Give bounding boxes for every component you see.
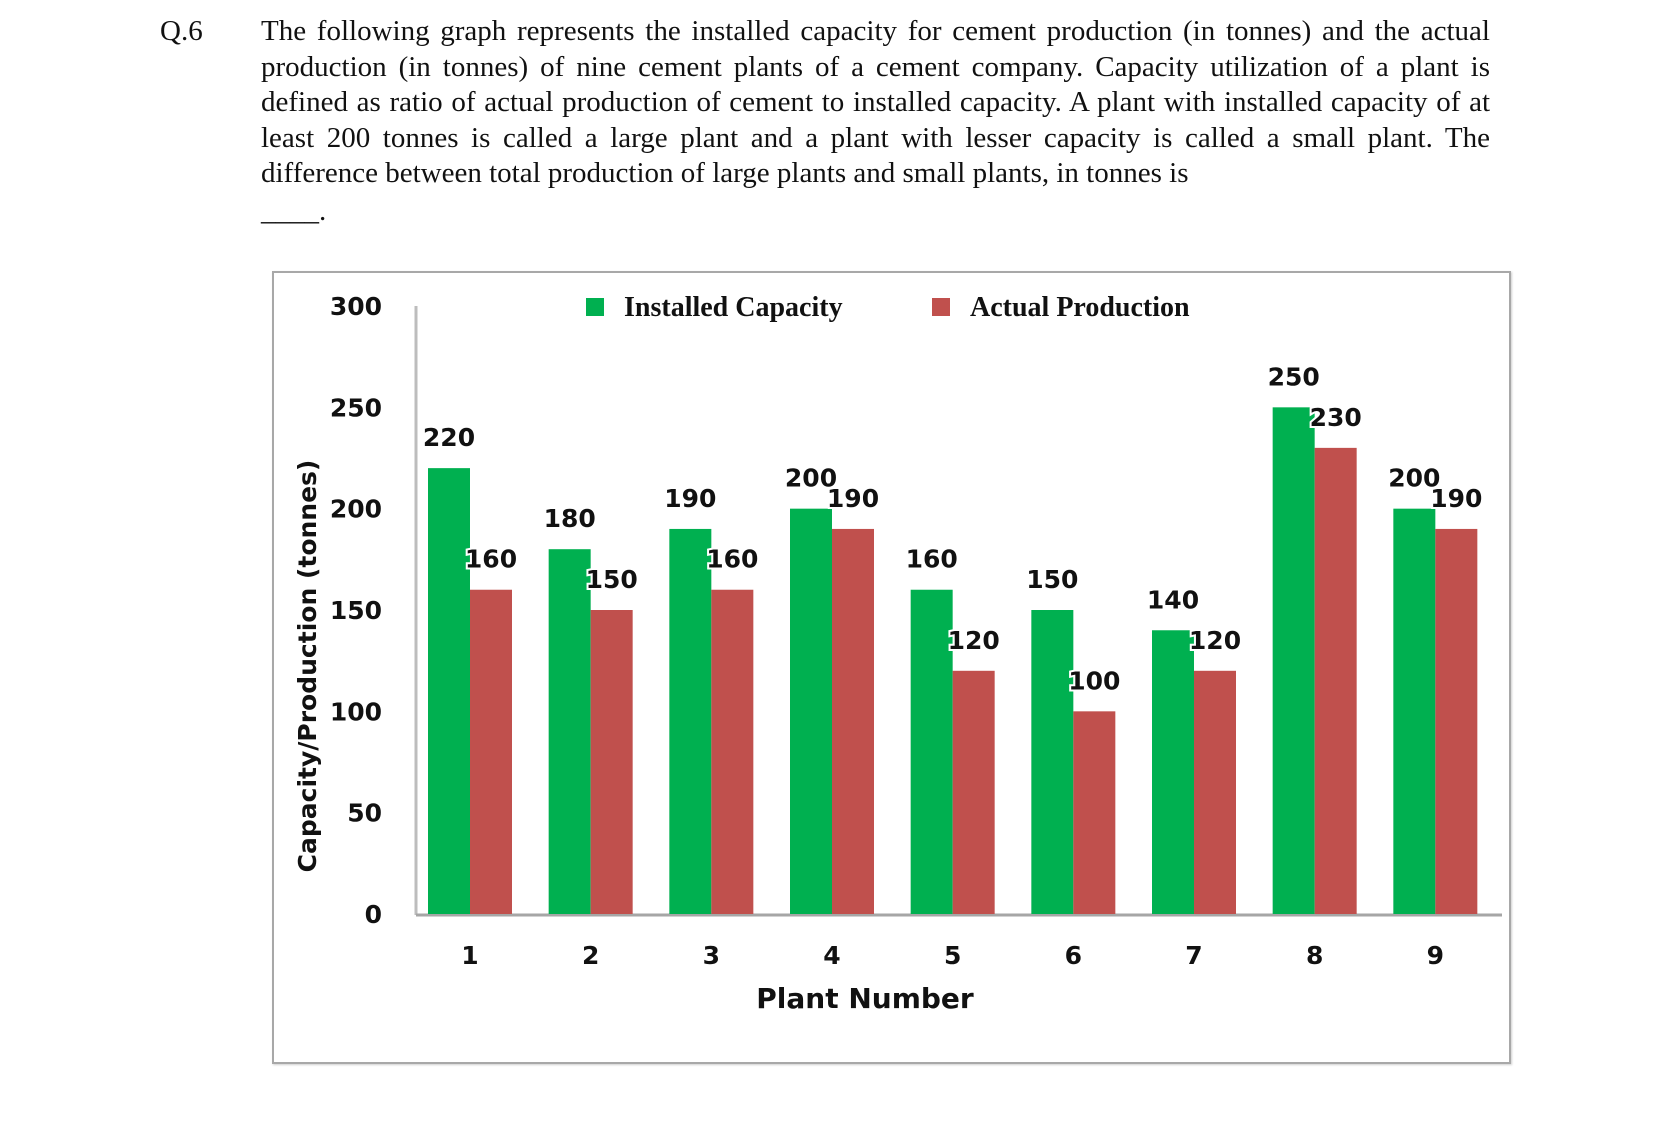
question-text: The following graph represents the insta… [261, 14, 1490, 229]
legend-installed-capacity-label: Installed Capacity [624, 292, 843, 323]
answer-blank: ____. [261, 194, 327, 227]
data-label-installed: 160 [906, 545, 958, 574]
bar-installed-capacity [1152, 630, 1194, 914]
x-tick-label: 9 [1427, 941, 1444, 970]
bar-installed-capacity [910, 589, 953, 914]
data-label-installed: 150 [1026, 565, 1078, 594]
data-label-installed: 200 [1388, 464, 1440, 493]
data-label-production: 160 [706, 545, 758, 574]
question-body: The following graph represents the insta… [261, 15, 1490, 189]
data-label-production: 150 [586, 565, 638, 594]
data-label-installed: 180 [544, 504, 596, 533]
y-tick-label: 50 [347, 799, 382, 828]
y-tick-label: 300 [330, 292, 382, 321]
bar-chart: 0 50 100 150 200 250 300 220 160 1 180 150 2 190 160 3 2… [293, 292, 1502, 1015]
x-tick-label: 6 [1065, 941, 1082, 970]
bar-actual-production [832, 528, 874, 914]
data-label-installed: 200 [785, 464, 837, 493]
y-tick-label: 200 [330, 495, 382, 524]
data-label-production: 120 [948, 626, 1000, 655]
bar-actual-production [1073, 711, 1116, 914]
data-label-production: 190 [827, 484, 879, 513]
bar-actual-production [952, 670, 995, 914]
data-label-production: 190 [1430, 484, 1482, 513]
data-label-installed: 190 [664, 484, 716, 513]
bar-installed-capacity [669, 528, 712, 914]
chart-frame: 0 50 100 150 200 250 300 220 160 1 180 150 2 190 160 3 2… [272, 271, 1511, 1064]
x-tick-label: 1 [461, 941, 478, 970]
x-tick-label: 5 [944, 941, 961, 970]
x-tick-label: 3 [703, 941, 720, 970]
bar-installed-capacity [548, 549, 591, 914]
data-label-production: 120 [1189, 626, 1241, 655]
bar-actual-production [1314, 447, 1357, 914]
question-number: Q.6 [160, 15, 203, 47]
y-tick-label: 100 [330, 697, 382, 726]
bar-installed-capacity [790, 508, 832, 914]
data-label-production: 160 [465, 545, 517, 574]
data-label-production: 100 [1068, 666, 1120, 695]
x-tick-label: 4 [823, 941, 840, 970]
x-axis-title: Plant Number [756, 982, 974, 1015]
y-tick-label: 250 [330, 393, 382, 422]
bar-actual-production [590, 610, 633, 914]
bar-installed-capacity [428, 468, 470, 914]
y-tick-label: 150 [330, 596, 382, 625]
x-tick-label: 2 [582, 941, 599, 970]
legend-actual-production-swatch [932, 298, 950, 316]
y-axis-title: Capacity/Production (tonnes) [293, 460, 322, 873]
legend-actual-production-label: Actual Production [970, 292, 1190, 323]
bar-actual-production [1194, 670, 1236, 914]
data-label-installed: 140 [1147, 585, 1199, 614]
data-label-installed: 250 [1268, 362, 1320, 391]
bar-installed-capacity [1031, 610, 1074, 914]
y-tick-label: 0 [365, 900, 382, 929]
x-tick-label: 7 [1185, 941, 1202, 970]
legend-installed-capacity-swatch [586, 298, 604, 316]
bar-installed-capacity [1393, 508, 1436, 914]
x-tick-label: 8 [1306, 941, 1323, 970]
bar-installed-capacity [1272, 407, 1315, 914]
data-label-installed: 220 [423, 423, 475, 452]
bar-actual-production [711, 589, 754, 914]
data-label-production: 230 [1310, 403, 1362, 432]
bar-actual-production [1435, 528, 1478, 914]
bar-actual-production [470, 589, 512, 914]
